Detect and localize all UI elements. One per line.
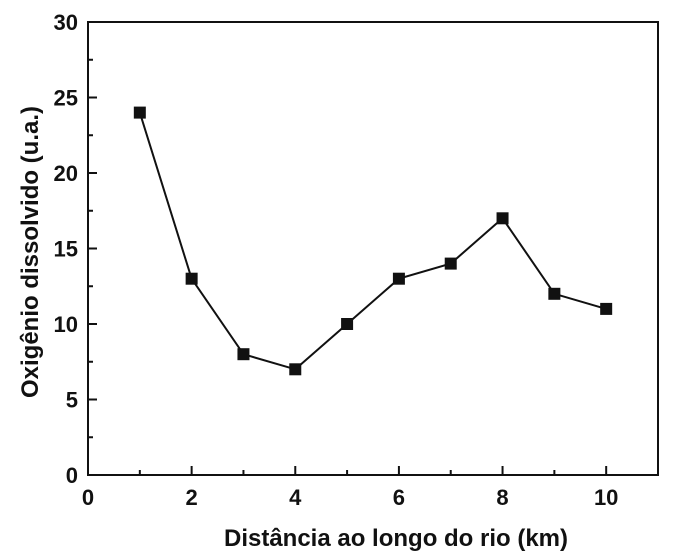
data-point-marker (392, 272, 405, 285)
data-point-marker (600, 302, 613, 315)
y-tick-label: 15 (54, 237, 78, 262)
y-tick-label: 20 (54, 161, 78, 186)
data-point-marker (289, 363, 302, 376)
y-tick-label: 10 (54, 312, 78, 337)
data-point-marker (548, 287, 561, 300)
x-tick-label: 8 (496, 485, 508, 510)
x-tick-label: 4 (289, 485, 302, 510)
ticks-layer (87, 21, 608, 476)
y-tick-label: 0 (66, 463, 78, 488)
y-tick-label: 30 (54, 10, 78, 35)
x-axis-title: Distância ao longo do rio (km) (224, 525, 568, 552)
y-axis-title: Oxigênio dissolvido (u.a.) (17, 106, 44, 398)
data-point-marker (185, 272, 198, 285)
x-tick-label: 2 (186, 485, 198, 510)
tick-labels-layer: 0 2 4 6 8 10 0 5 10 15 20 25 30 (54, 10, 619, 510)
x-tick-label: 6 (393, 485, 405, 510)
plot-frame (87, 21, 659, 476)
y-tick-label: 25 (54, 86, 78, 111)
y-tick-label: 5 (66, 388, 78, 413)
data-point-marker (444, 257, 457, 270)
data-point-marker (341, 318, 354, 330)
x-tick-label: 10 (594, 485, 618, 510)
series-layer (133, 106, 613, 376)
data-point-marker (133, 106, 146, 119)
data-point-marker (237, 348, 250, 361)
data-point-marker (496, 212, 509, 225)
x-tick-label: 0 (82, 485, 94, 510)
series-line (138, 112, 607, 371)
